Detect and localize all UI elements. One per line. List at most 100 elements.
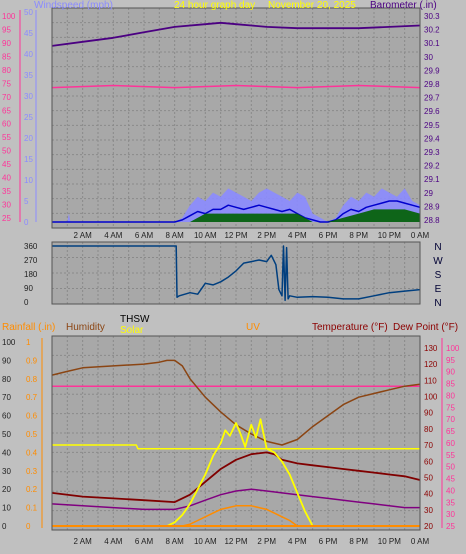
temperature-tick-label: 50	[424, 473, 433, 482]
dew-point-tick-label: 50	[446, 463, 455, 472]
windspeed-area	[52, 188, 420, 222]
barometer-line	[51, 21, 421, 47]
compass-label: E	[435, 284, 442, 295]
temperature-legend: Temperature (°F)	[312, 322, 388, 333]
top-x-tick-label: 8 AM	[166, 231, 185, 240]
compass-label: S	[435, 270, 442, 281]
chart-title-date: November 20, 2025	[268, 0, 356, 11]
windspeed-tick-label: 40	[24, 50, 33, 59]
temperature-tick-label: 100	[424, 393, 438, 402]
barometer-tick-label: 29.9	[424, 66, 440, 75]
outer-left-tick-label: 60	[2, 120, 11, 129]
percent-tick-label: 10	[2, 504, 11, 513]
top-x-tick-label: 12 PM	[224, 231, 247, 240]
direction-tick-label: 270	[24, 256, 38, 265]
outer-left-tick-label: 35	[2, 187, 11, 196]
percent-tick-label: 50	[2, 430, 11, 439]
rain-tick-label: 0.4	[26, 448, 38, 457]
uv-legend: UV	[246, 322, 260, 333]
top-x-tick-label: 10 AM	[194, 231, 217, 240]
bottom-x-tick-label: 10 AM	[194, 537, 217, 546]
bottom-x-tick-label: 12 PM	[224, 537, 247, 546]
percent-tick-label: 80	[2, 375, 11, 384]
percent-tick-label: 100	[2, 338, 16, 347]
barometer-tick-label: 29.1	[424, 175, 440, 184]
plot-border	[51, 241, 421, 305]
windspeed-legend: Windspeed (mph)	[34, 0, 113, 11]
outer-left-tick-label: 45	[2, 160, 11, 169]
dew-point-tick-label: 75	[446, 403, 455, 412]
compass-label: N	[434, 298, 441, 309]
outer-left-tick-label: 25	[2, 214, 11, 223]
outer-left-tick-label: 30	[2, 201, 11, 210]
temperature-tick-label: 130	[424, 344, 438, 353]
dew-point-tick-label: 45	[446, 475, 455, 484]
dew-point-tick-label: 70	[446, 415, 455, 424]
dew-point-tick-label: 60	[446, 439, 455, 448]
windspeed-tick-label: 45	[24, 29, 33, 38]
percent-tick-label: 70	[2, 393, 11, 402]
direction-tick-label: 180	[24, 270, 38, 279]
wind-gust-line	[52, 200, 421, 223]
barometer-tick-label: 29.7	[424, 94, 440, 103]
bottom-x-tick-label: 2 AM	[74, 537, 93, 546]
dew-point-tick-label: 35	[446, 498, 455, 507]
dew-point-tick-label: 95	[446, 356, 455, 365]
percent-tick-label: 90	[2, 356, 11, 365]
percent-tick-label: 40	[2, 448, 11, 457]
uv-line	[52, 505, 420, 527]
dew-point-tick-label: 100	[446, 344, 460, 353]
rain-tick-label: 0.5	[26, 430, 38, 439]
bottom-x-tick-label: 8 PM	[349, 537, 368, 546]
barometer-legend: Barometer (.in)	[370, 0, 437, 11]
barometer-tick-label: 28.9	[424, 202, 440, 211]
temperature-tick-label: 90	[424, 409, 433, 418]
dew-point-tick-label: 25	[446, 522, 455, 531]
barometer-tick-label: 30.3	[424, 12, 440, 21]
rain-tick-label: 0.8	[26, 375, 38, 384]
top-x-tick-label: 0 AM	[411, 231, 430, 240]
top-x-tick-label: 10 PM	[378, 231, 401, 240]
wind-avg-area	[52, 209, 420, 222]
plot-border	[51, 7, 421, 229]
bottom-x-tick-label: 6 PM	[319, 537, 338, 546]
windspeed-tick-label: 25	[24, 113, 33, 122]
outer-left-tick-label: 85	[2, 52, 11, 61]
dew-point-tick-label: 40	[446, 486, 455, 495]
bottom-x-tick-label: 0 AM	[411, 537, 430, 546]
bottom-x-tick-label: 8 AM	[166, 537, 185, 546]
barometer-tick-label: 29.4	[424, 134, 440, 143]
thsw-legend: THSW	[120, 314, 150, 325]
barometer-tick-label: 29.5	[424, 121, 440, 130]
outer-left-tick-label: 90	[2, 39, 11, 48]
windspeed-tick-label: 20	[24, 134, 33, 143]
windspeed-tick-label: 30	[24, 92, 33, 101]
direction-tick-label: 0	[24, 298, 29, 307]
dew-point-tick-label: 30	[446, 510, 455, 519]
wind-direction-line	[52, 245, 421, 302]
rainfall-legend: Rainfall (.in)	[2, 322, 55, 333]
temperature-tick-label: 70	[424, 441, 433, 450]
bottom-x-tick-label: 10 PM	[378, 537, 401, 546]
compass-label: N	[434, 242, 441, 253]
temperature-tick-label: 80	[424, 425, 433, 434]
percent-tick-label: 0	[2, 522, 7, 531]
rain-tick-label: 0.9	[26, 356, 38, 365]
rain-tick-label: 0	[26, 522, 31, 531]
barometer-tick-label: 29.3	[424, 148, 440, 157]
outer-left-tick-label: 100	[2, 12, 16, 21]
top-x-tick-label: 6 PM	[319, 231, 338, 240]
barometer-tick-label: 29.6	[424, 107, 440, 116]
yellow-reference-line	[52, 444, 420, 450]
barometer-tick-label: 29	[424, 189, 433, 198]
rain-tick-label: 1	[26, 338, 31, 347]
barometer-tick-label: 29.8	[424, 80, 440, 89]
solar-line	[52, 418, 420, 527]
temperature-line	[51, 488, 420, 511]
bottom-x-tick-label: 4 PM	[288, 537, 307, 546]
outer-left-tick-label: 75	[2, 79, 11, 88]
rain-tick-label: 0.6	[26, 412, 38, 421]
top-x-tick-label: 4 AM	[104, 231, 123, 240]
